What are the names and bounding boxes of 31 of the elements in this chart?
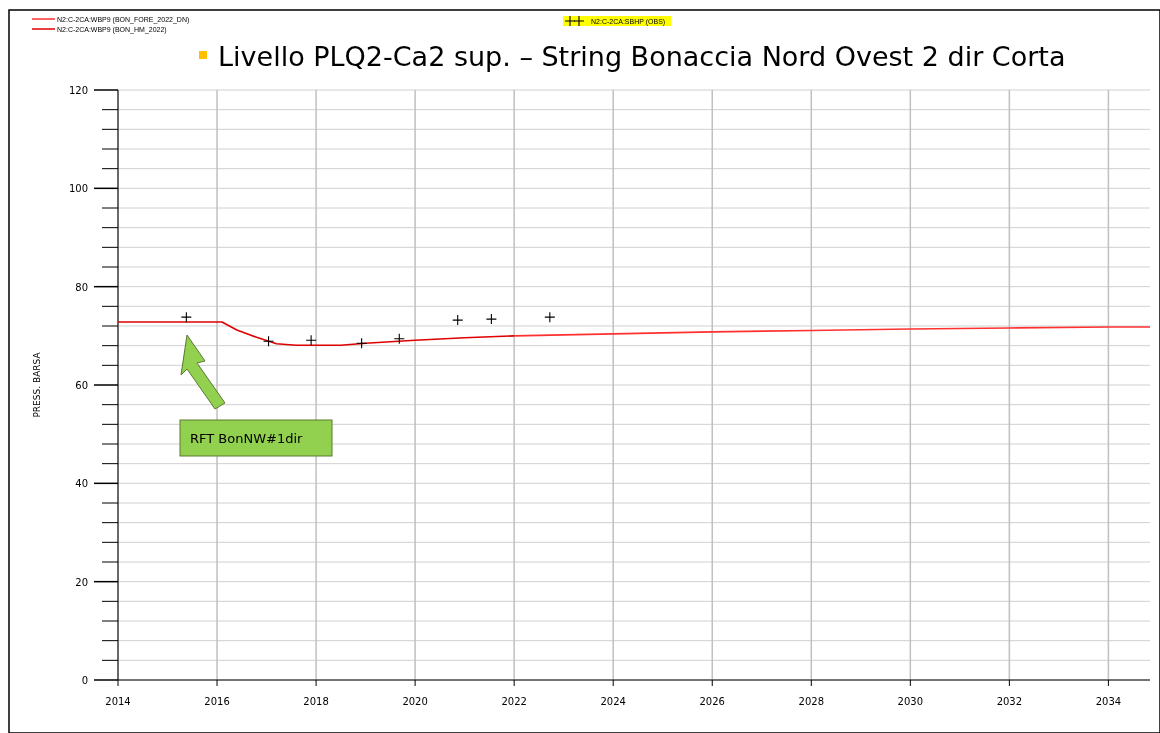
y-tick-label: 120 [68,85,88,96]
point [485,313,497,325]
point [180,311,192,323]
x-tick-label: 2024 [600,696,626,707]
point [544,311,556,323]
x-tick-label: 2022 [501,696,527,707]
x-tick-label: 2030 [897,696,924,707]
annotation: RFT BonNW#1dir [190,431,304,446]
point [356,337,368,349]
x-tick-label: 2032 [996,696,1023,707]
point [305,334,317,346]
x-tick-label: 2028 [798,696,825,707]
y-tick-label: 40 [75,478,88,490]
point [452,314,464,326]
x-tick-label: 2034 [1095,696,1122,707]
y-tick-label: 80 [75,281,88,293]
line-series [513,326,1151,337]
y-tick-label: 20 [75,576,88,588]
point [393,333,405,345]
y-tick-label: 60 [75,380,88,391]
point [262,335,275,347]
chart-title: Livello PLQ2-Ca2 sup. – String Bonaccia Nord Ovest 2 dir Corta [218,41,1066,72]
x-tick-label: 2026 [699,696,725,707]
line-series [117,321,515,346]
x-tick-label: 2014 [105,696,131,707]
x-tick-label: 2018 [303,696,329,707]
x-tick-label: 2016 [204,696,230,707]
x-tick-label: 2020 [402,696,428,707]
y-tick-label: 100 [68,183,88,195]
y-axis-title: PRESS. BARSA [32,351,42,418]
y-tick-label: 0 [81,675,88,686]
